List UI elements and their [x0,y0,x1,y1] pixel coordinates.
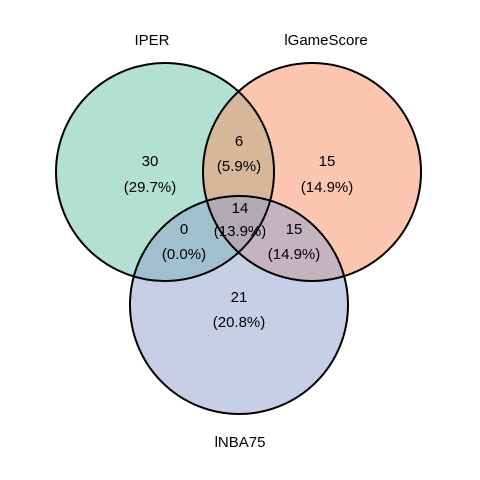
region-count-iper-nba75: 0 [180,221,188,238]
set-outline-gamescore [202,62,422,282]
set-label-iper: IPER [134,32,169,49]
region-percent-iper-gamescore: (5.9%) [217,158,261,175]
set-circle-nba75 [130,196,348,414]
region-count-all-three: 14 [232,200,249,217]
set-label-nba75: lNBA75 [215,434,266,451]
region-percent-nba75-only: (20.8%) [213,314,266,331]
set-outline-iper [55,62,275,282]
region-percent-gamescore-only: (14.9%) [301,179,354,196]
region-count-gamescore-only: 15 [319,153,336,170]
set-outline-nba75 [129,195,349,415]
region-count-gamescore-nba75: 15 [286,221,303,238]
region-percent-all-three: (13.9%) [214,223,267,240]
region-count-iper-gamescore: 6 [235,133,243,150]
region-percent-iper-nba75: (0.0%) [162,246,206,263]
region-count-nba75-only: 21 [231,289,248,306]
set-label-gamescore: lGameScore [284,32,367,49]
region-percent-iper-only: (29.7%) [124,179,177,196]
region-percent-gamescore-nba75: (14.9%) [268,246,321,263]
region-count-iper-only: 30 [142,153,159,170]
